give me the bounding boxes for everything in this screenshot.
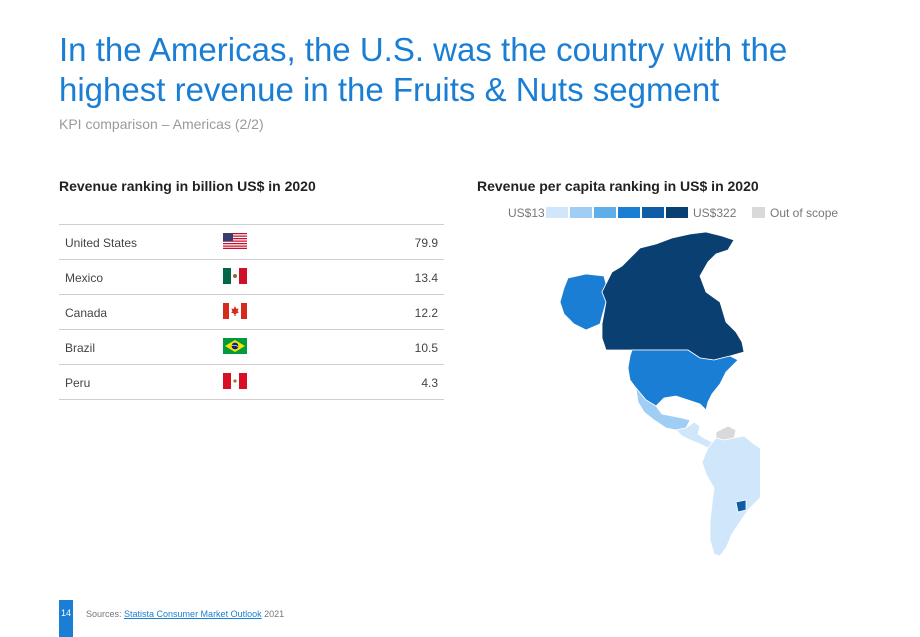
revenue-value: 4.3 [421, 376, 438, 390]
revenue-ranking-table: United States 79.9 Mexico 13.4 Canada [59, 224, 444, 400]
legend-swatch [594, 207, 616, 218]
country-name: United States [65, 236, 138, 250]
country-name: Canada [65, 306, 108, 320]
table-row: Peru 4.3 [59, 365, 444, 400]
us-flag-icon [223, 233, 247, 249]
map-canada [601, 231, 745, 361]
legend-out-of-scope-swatch [752, 207, 765, 218]
source-suffix: 2021 [261, 609, 285, 619]
table-row: Canada 12.2 [59, 295, 444, 330]
revenue-value: 12.2 [414, 306, 438, 320]
table-row: Brazil 10.5 [59, 330, 444, 365]
revenue-value: 13.4 [414, 271, 438, 285]
country-name: Peru [65, 376, 91, 390]
legend-swatch [618, 207, 640, 218]
source-prefix: Sources: [86, 609, 125, 619]
legend-swatch [642, 207, 664, 218]
page-subtitle: KPI comparison – Americas (2/2) [59, 116, 264, 132]
map-south-america [701, 435, 760, 556]
legend-swatch [570, 207, 592, 218]
page-number: 14 [60, 608, 71, 618]
map-usa [627, 349, 739, 411]
map-mexico [635, 386, 691, 431]
legend-min-label: US$13 [508, 206, 545, 220]
source-link[interactable]: Statista Consumer Market Outlook [124, 609, 262, 619]
table-row: Mexico 13.4 [59, 260, 444, 295]
legend-max-label: US$322 [693, 206, 737, 220]
country-name: Brazil [65, 341, 96, 355]
legend-out-of-scope-label: Out of scope [770, 206, 839, 220]
legend-swatch [546, 207, 568, 218]
per-capita-heading: Revenue per capita ranking in US$ in 202… [477, 178, 759, 194]
page-title: In the Americas, the U.S. was the countr… [59, 31, 788, 108]
source-note: Sources: Statista Consumer Market Outloo… [86, 609, 284, 619]
footer-accent-bar [59, 600, 73, 637]
country-name: Mexico [65, 271, 104, 285]
map-uruguay [735, 499, 747, 513]
revenue-value: 79.9 [414, 236, 438, 250]
mexico-flag-icon [223, 268, 247, 284]
map-central-america [675, 421, 717, 449]
revenue-ranking-heading: Revenue ranking in billion US$ in 2020 [59, 178, 316, 194]
canada-flag-icon [223, 303, 247, 319]
revenue-value: 10.5 [414, 341, 438, 355]
americas-map [559, 231, 760, 556]
brazil-flag-icon [223, 338, 247, 354]
map-alaska [559, 273, 607, 331]
legend-swatch [666, 207, 688, 218]
table-row: United States 79.9 [59, 225, 444, 260]
peru-flag-icon [223, 373, 247, 389]
